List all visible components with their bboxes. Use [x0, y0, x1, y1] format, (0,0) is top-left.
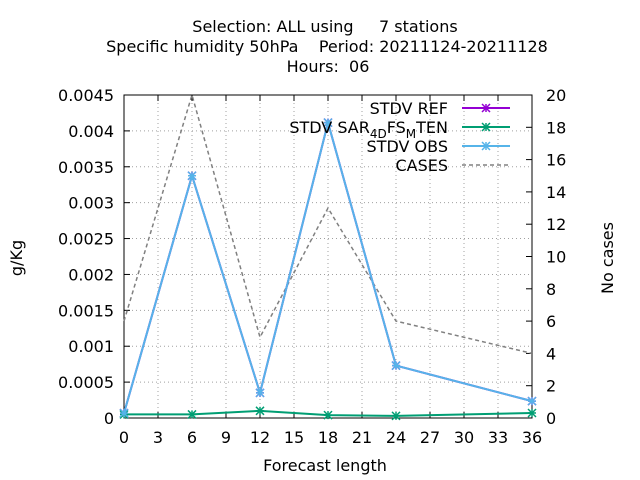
legend-sar-sub2: M [406, 127, 416, 141]
x-tick-label: 30 [454, 428, 474, 447]
marker-stroke [255, 406, 265, 416]
legend-sar-prefix: STDV SAR [289, 118, 370, 137]
marker-stroke [119, 408, 129, 418]
legend-sample-marker [481, 141, 491, 151]
data-point [527, 396, 537, 406]
y-tick-label: 0.0035 [58, 158, 114, 177]
legend: STDV REF STDV SAR4DFSMTEN STDV OBS CASES [289, 99, 510, 175]
marker-stroke [481, 141, 491, 151]
y-tick-label: 0.003 [68, 194, 114, 213]
x-tick-label: 24 [386, 428, 406, 447]
y2-tick-label: 0 [546, 409, 556, 428]
data-point [255, 406, 265, 416]
legend-label-cases: CASES [395, 156, 448, 175]
data-point [119, 408, 129, 418]
x-axis-label: Forecast length [263, 456, 387, 475]
legend-samples [462, 103, 510, 166]
legend-sar-mid: FS [387, 118, 406, 137]
marker-stroke [187, 171, 197, 181]
marker-stroke [323, 410, 333, 420]
data-point [323, 118, 333, 128]
y-tick-label: 0.004 [68, 122, 114, 141]
x-tick-label: 27 [420, 428, 440, 447]
data-point [527, 408, 537, 418]
data-point [187, 171, 197, 181]
data-point [255, 388, 265, 398]
y-tick-label: 0.0025 [58, 230, 114, 249]
legend-sar-sub1: 4D [370, 127, 387, 141]
data-point [187, 409, 197, 419]
y2-tick-label: 20 [546, 86, 566, 105]
x-tick-label: 36 [522, 428, 542, 447]
x-tick-label: 15 [284, 428, 304, 447]
series-line-stdv-sar-4dfs-mten [124, 409, 533, 417]
legend-sample-marker [481, 103, 491, 113]
y2-tick-labels: 0 2 4 6 8 10 12 14 16 18 20 [546, 86, 566, 428]
x-tick-label: 33 [488, 428, 508, 447]
x-tick-label: 12 [250, 428, 270, 447]
marker-stroke [527, 408, 537, 418]
y2-tick-label: 14 [546, 183, 566, 202]
x-tick-labels: 0 3 6 9 12 15 18 21 24 27 30 33 36 [119, 428, 542, 447]
x-tick-label: 3 [153, 428, 163, 447]
data-point [391, 411, 401, 421]
series-line-stdv-obs [123, 118, 533, 414]
y2-tick-label: 16 [546, 151, 566, 170]
chart-title-line-1: Selection: ALL using 7 stations [192, 17, 457, 36]
x-tick-label: 6 [187, 428, 197, 447]
series-layer [119, 92, 537, 421]
marker-stroke [255, 388, 265, 398]
y-tick-label: 0.002 [68, 265, 114, 284]
series-line-cases [123, 92, 533, 355]
legend-sample-marker [481, 122, 491, 132]
y-axis-label: g/Kg [7, 240, 26, 276]
marker-stroke [391, 361, 401, 371]
y-tick-label: 0.001 [68, 337, 114, 356]
marker-stroke [187, 409, 197, 419]
y2-tick-label: 2 [546, 377, 556, 396]
y2-tick-label: 4 [546, 344, 556, 363]
chart-title-line-2: Specific humidity 50hPa Period: 20211124… [106, 37, 548, 56]
legend-label-obs: STDV OBS [367, 137, 448, 156]
y2-tick-label: 18 [546, 118, 566, 137]
x-tick-label: 18 [318, 428, 338, 447]
y2-tick-label: 6 [546, 312, 556, 331]
y-tick-label: 0.0045 [58, 86, 114, 105]
grid-lines [124, 95, 532, 418]
y-tick-label: 0.0015 [58, 301, 114, 320]
data-point [391, 361, 401, 371]
legend-label-ref: STDV REF [370, 99, 448, 118]
y-tick-label: 0 [104, 409, 114, 428]
y2-tick-label: 8 [546, 280, 556, 299]
y2-axis-label: No cases [598, 222, 617, 294]
marker-stroke [391, 411, 401, 421]
y2-tick-label: 10 [546, 248, 566, 267]
y-tick-label: 0.0005 [58, 373, 114, 392]
legend-sar-suffix: TEN [415, 118, 448, 137]
y2-tick-label: 12 [546, 215, 566, 234]
x-tick-label: 0 [119, 428, 129, 447]
y-tick-labels: 0 0.0005 0.001 0.0015 0.002 0.0025 0.003 0.0035… [58, 86, 114, 428]
marker-stroke [323, 118, 333, 128]
x-tick-label: 9 [221, 428, 231, 447]
data-point [323, 410, 333, 420]
legend-label-sar: STDV SAR4DFSMTEN [289, 118, 448, 141]
x-tick-label: 21 [352, 428, 372, 447]
marker-stroke [527, 396, 537, 406]
marker-stroke [481, 122, 491, 132]
marker-stroke [481, 103, 491, 113]
chart-title-line-3: Hours: 06 [287, 57, 370, 76]
